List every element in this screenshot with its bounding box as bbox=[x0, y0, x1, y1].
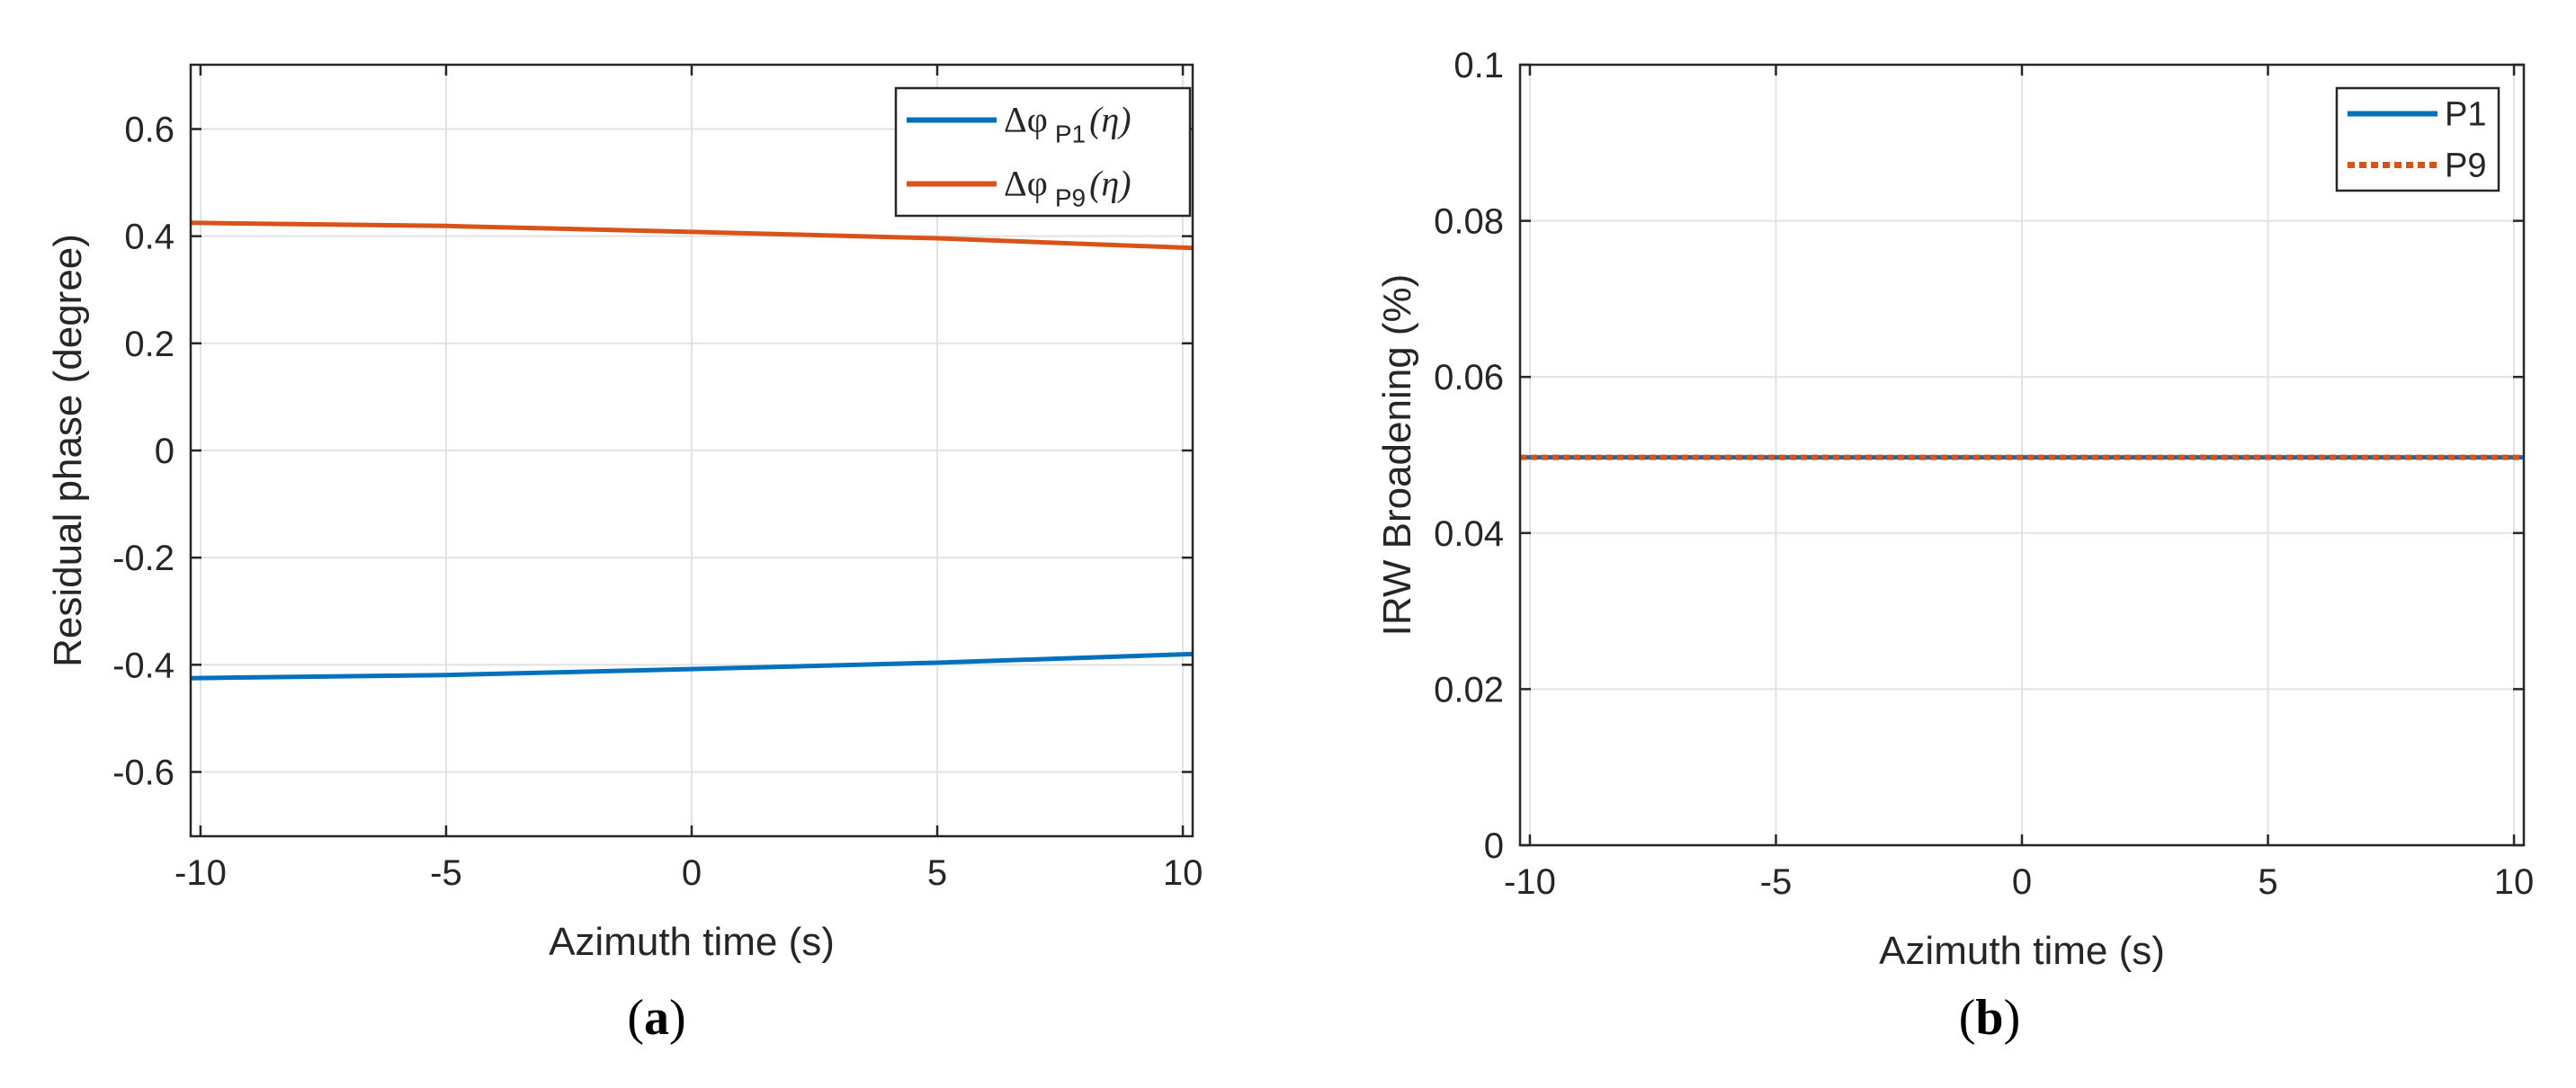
legend-label: Δφ P1 (η) bbox=[1004, 100, 1131, 148]
legend-box bbox=[894, 86, 1192, 218]
y-tick-label: 0.6 bbox=[124, 111, 174, 150]
x-tick-label: 0 bbox=[682, 853, 702, 893]
x-tick-label: -10 bbox=[174, 853, 227, 893]
panel-letter: b bbox=[1975, 990, 2003, 1046]
x-axis-title: Azimuth time (s) bbox=[549, 920, 835, 964]
x-tick-label: 5 bbox=[927, 853, 947, 893]
y-axis-title: IRW Broadening (%) bbox=[1375, 274, 1419, 637]
legend: Δφ P1 (η)Δφ P9 (η) bbox=[894, 86, 1192, 218]
y-tick-label: 0.4 bbox=[124, 218, 174, 257]
chart-panel-b: -10 -5 0 5 10 0 0.02 0.04 0.06 0.08 0.1 Azimuth tim… bbox=[1375, 46, 2534, 1046]
legend-argument: (η) bbox=[1089, 164, 1131, 204]
y-tick-label: 0.1 bbox=[1453, 46, 1504, 85]
panel-label: (a) bbox=[627, 990, 685, 1046]
legend-subscript: P9 bbox=[1055, 184, 1086, 212]
series-line-p9 bbox=[190, 220, 1194, 251]
y-tick-label: 0.08 bbox=[1434, 202, 1504, 242]
legend-argument: (η) bbox=[1089, 100, 1131, 140]
legend-subscript: P1 bbox=[1055, 120, 1086, 148]
y-tick-label: 0 bbox=[1484, 826, 1504, 866]
y-tick-label: 0.02 bbox=[1434, 670, 1504, 709]
y-tick-label: 0.06 bbox=[1434, 358, 1504, 397]
x-tick-label: -5 bbox=[1760, 862, 1793, 902]
y-tick-label: -0.4 bbox=[112, 646, 174, 685]
x-tick-label: 10 bbox=[2494, 862, 2535, 902]
legend-label: P1 bbox=[2445, 96, 2486, 134]
x-tick-label: 0 bbox=[2012, 862, 2032, 902]
x-tick-label: 10 bbox=[1163, 853, 1203, 893]
y-tick-label: -0.2 bbox=[112, 539, 174, 578]
legend-symbol: Δφ bbox=[1004, 164, 1048, 204]
x-axis-title: Azimuth time (s) bbox=[1879, 929, 2165, 973]
panel-label: (b) bbox=[1959, 990, 2020, 1046]
series-line-p1 bbox=[190, 651, 1194, 681]
y-tick-label: -0.6 bbox=[112, 754, 174, 793]
y-tick-label: 0.2 bbox=[124, 325, 174, 364]
chart-panel-a: -10 -5 0 5 10 -0.6 -0.4 -0.2 0 0.2 0.4 0.6 Azimuth t… bbox=[46, 63, 1203, 1046]
y-tick-label: 0.04 bbox=[1434, 514, 1504, 554]
panel-letter: a bbox=[644, 990, 669, 1046]
x-tick-label: 5 bbox=[2258, 862, 2277, 902]
x-tick-label: -10 bbox=[1504, 862, 1556, 902]
legend-box bbox=[2335, 86, 2500, 192]
y-tick-label: 0 bbox=[155, 432, 174, 471]
y-axis-title: Residual phase (degree) bbox=[46, 234, 90, 667]
legend-symbol: Δφ bbox=[1004, 100, 1048, 140]
legend-label: Δφ P9 (η) bbox=[1004, 164, 1131, 212]
x-tick-label: -5 bbox=[430, 853, 462, 893]
legend-label: P9 bbox=[2445, 147, 2486, 185]
